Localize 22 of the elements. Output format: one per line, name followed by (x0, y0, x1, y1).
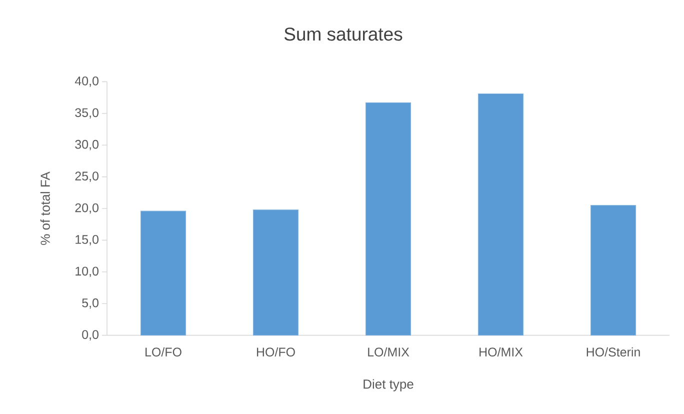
bar (478, 93, 524, 336)
x-tick-label: HO/FO (256, 347, 295, 357)
x-tick-label: HO/MIX (480, 347, 523, 357)
x-tick-label: LO/FO (146, 347, 182, 357)
y-tick-label: 15,0 (76, 235, 98, 246)
x-tick-label: HO/Sterin (586, 347, 640, 357)
x-tick-label: LO/MIX (368, 347, 410, 357)
chart-title: Sum saturates (284, 28, 402, 41)
bar (365, 102, 412, 336)
y-tick-label: 5,0 (82, 298, 98, 309)
x-axis-title: Diet type (364, 379, 414, 392)
bar (590, 205, 636, 336)
y-tick-label: 30,0 (75, 140, 98, 150)
y-tick-label: 20,0 (75, 203, 98, 214)
y-axis-title: % of total FA (40, 172, 50, 245)
bar (140, 210, 186, 336)
y-tick-label: 40,0 (74, 76, 98, 87)
bar (252, 209, 299, 336)
y-tick-label: 10,0 (76, 266, 98, 278)
y-tick-label: 0,0 (82, 330, 98, 340)
y-tick-label: 25,0 (75, 172, 98, 182)
y-tick-label: 35,0 (75, 108, 98, 119)
